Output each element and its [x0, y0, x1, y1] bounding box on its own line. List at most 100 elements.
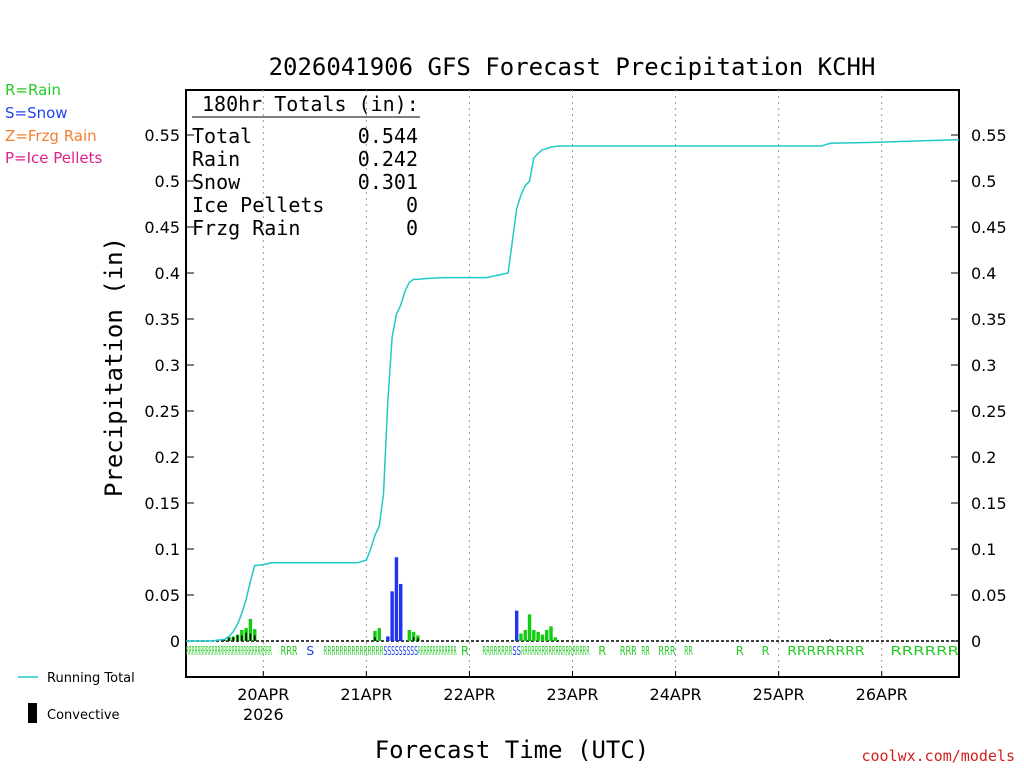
snow-bar — [394, 557, 399, 641]
convective-bar — [829, 639, 831, 641]
rain-bar — [549, 626, 553, 641]
rain-bar — [527, 614, 532, 641]
legend-rain: R=Rain — [5, 81, 61, 99]
y-tick-label-left-6: 0.3 — [155, 356, 180, 375]
snow-bar — [386, 636, 390, 641]
y-tick-label-left-10: 0.5 — [155, 172, 180, 191]
rain-bar — [545, 629, 549, 641]
totals-label-snow: Snow — [192, 170, 241, 194]
precip-type-marker-2: S — [306, 644, 314, 658]
y-tick-label-left-4: 0.2 — [155, 448, 180, 467]
rain-bar — [377, 628, 381, 641]
y-axis-label: Precipitation (in) — [100, 237, 128, 497]
running-total-series — [186, 138, 960, 642]
rain-bar — [407, 629, 412, 641]
y-tick-label-left-5: 0.25 — [144, 402, 180, 421]
rain-bar — [532, 629, 536, 641]
snow-bar — [399, 583, 403, 641]
y-tick-label-right-2: 0.1 — [971, 540, 996, 559]
precip-type-marker-3: RRRRRRRRRRRRRRR — [323, 644, 383, 658]
y-tick-label-right-7: 0.35 — [971, 310, 1007, 329]
y-tick-label-right-6: 0.3 — [971, 356, 996, 375]
precip-type-marker-11: RRR — [620, 644, 637, 658]
convective-bar — [228, 637, 230, 641]
y-tick-label-left-2: 0.1 — [155, 540, 180, 559]
precip-type-marker-17: RRRRRRRR — [787, 644, 864, 658]
rain-bar — [252, 629, 257, 641]
convective-legend-label: Convective — [47, 708, 120, 723]
totals-box: 180hr Totals (in): Total 0.544 Rain 0.24… — [192, 92, 420, 240]
rain-bar — [519, 633, 523, 641]
rain-bar — [248, 618, 253, 641]
totals-value-rain: 0.242 — [358, 147, 418, 171]
y-tick-label-right-3: 0.15 — [971, 494, 1007, 513]
rain-bar — [523, 629, 527, 641]
running-total-line — [186, 138, 960, 642]
convective-bar — [241, 635, 243, 641]
y-axis-right: 0 0.05 0.1 0.15 0.2 0.25 0.3 0.35 0.4 0.45 0.5 0.55 — [951, 126, 1007, 651]
precip-type-marker-10: R — [598, 644, 606, 658]
totals-value-total: 0.544 — [358, 124, 418, 148]
precip-type-marker-9: RRRRRRRRRRRRRRRRRRRR — [521, 644, 590, 658]
y-tick-label-right-5: 0.25 — [971, 402, 1007, 421]
rain-bar — [553, 637, 558, 641]
rain-bar — [536, 631, 540, 641]
y-tick-label-right-1: 0.05 — [971, 586, 1007, 605]
totals-label-ice-pellets: Ice Pellets — [192, 193, 324, 217]
x-tick-label-5: 25APR — [753, 685, 805, 704]
precip-type-marker-12: RR — [641, 644, 650, 658]
vertical-gridlines — [262, 90, 883, 677]
totals-label-rain: Rain — [192, 147, 240, 171]
y-axis-left: 0 0.05 0.1 0.15 0.2 0.25 0.3 0.35 0.4 0.45 0.5 0.55 — [144, 126, 194, 651]
convective-bar — [223, 639, 226, 641]
convective-bar — [417, 638, 419, 641]
legend-ice-pellets: P=Ice Pellets — [5, 149, 102, 167]
x-tick-label-3: 23APR — [546, 685, 598, 704]
precip-type-markers: RRRRRRRRRRRRRRRRRRRRRRRRRRRRRR RRR S RRRRRR… — [186, 644, 959, 658]
rain-bar — [540, 634, 545, 641]
precip-type-marker-6: R — [461, 644, 469, 658]
y-tick-label-left-11: 0.55 — [144, 126, 180, 145]
precip-type-marker-15: R — [736, 644, 744, 658]
snow-bar — [390, 591, 394, 641]
x-tick-label-6: 26APR — [856, 685, 908, 704]
precip-type-marker-0: RRRRRRRRRRRRRRRRRRRRRRRRRRRRRR — [186, 644, 272, 658]
series-legend: Running Total Convective — [18, 671, 135, 723]
y-tick-label-left-3: 0.15 — [144, 494, 180, 513]
x-tick-label-0: 20APR — [237, 685, 289, 704]
rain-bar — [373, 630, 377, 641]
y-tick-label-left-7: 0.35 — [144, 310, 180, 329]
precip-type-marker-1: RRR — [280, 644, 297, 658]
y-tick-label-right-10: 0.5 — [971, 172, 996, 191]
x-axis-label: Forecast Time (UTC) — [375, 736, 650, 764]
precip-type-marker-18: RRRRRR — [890, 644, 959, 658]
x-tick-label-4: 24APR — [650, 685, 702, 704]
y-tick-label-left-1: 0.05 — [144, 586, 180, 605]
convective-bar — [249, 633, 252, 641]
totals-value-freezing-rain: 0 — [406, 216, 418, 240]
precip-type-legend: R=Rain S=Snow Z=Frzg Rain P=Ice Pellets — [5, 81, 102, 167]
watermark: coolwx.com/models — [861, 747, 1015, 765]
precip-type-marker-7: RRRRRRRR — [482, 644, 512, 658]
totals-heading: 180hr Totals (in): — [202, 92, 419, 116]
y-tick-label-left-0: 0 — [170, 632, 180, 651]
totals-label-total: Total — [192, 124, 252, 148]
precip-type-marker-13: RRR — [658, 644, 675, 658]
precip-type-marker-14: RR — [684, 644, 693, 658]
y-tick-label-right-0: 0 — [971, 632, 981, 651]
totals-value-ice-pellets: 0 — [406, 193, 418, 217]
y-tick-label-left-8: 0.4 — [155, 264, 180, 283]
y-tick-label-right-9: 0.45 — [971, 218, 1007, 237]
convective-swatch — [28, 703, 37, 723]
chart-title: 2026041906 GFS Forecast Precipitation KC… — [269, 53, 876, 81]
y-tick-label-left-9: 0.45 — [144, 218, 180, 237]
x-tick-sublabel-0: 2026 — [243, 705, 284, 724]
legend-freezing-rain: Z=Frzg Rain — [5, 127, 97, 145]
convective-bar — [253, 635, 256, 641]
convective-bar — [374, 637, 376, 641]
x-tick-label-2: 22APR — [443, 685, 495, 704]
y-tick-label-right-4: 0.2 — [971, 448, 996, 467]
